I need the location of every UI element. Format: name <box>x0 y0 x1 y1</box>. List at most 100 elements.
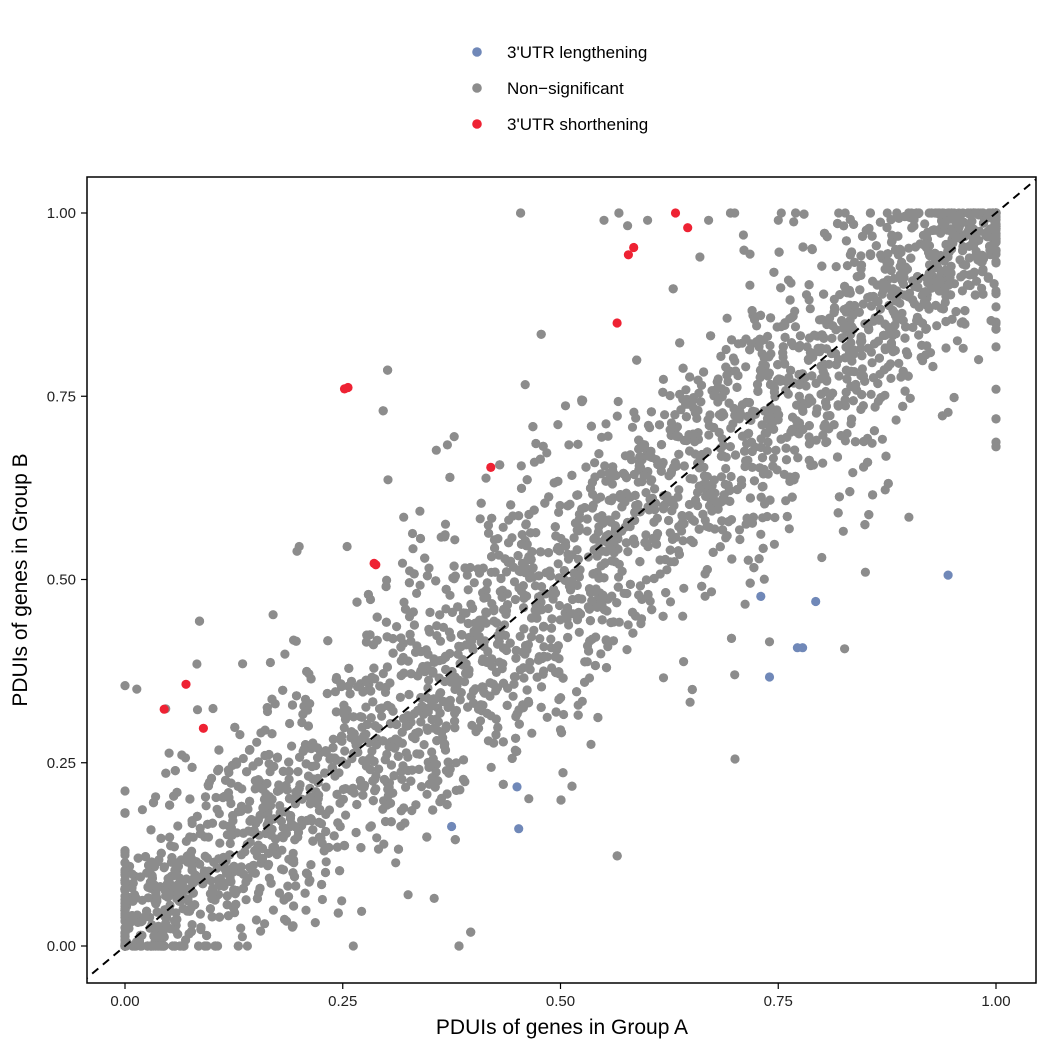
point-nonsignificant <box>562 603 573 613</box>
point-nonsignificant <box>870 339 880 349</box>
point-nonsignificant <box>898 401 908 411</box>
point-nonsignificant <box>658 611 668 621</box>
point-nonsignificant <box>849 257 860 267</box>
point-nonsignificant <box>368 796 378 806</box>
point-nonsignificant <box>659 501 669 511</box>
point-nonsignificant <box>173 821 183 831</box>
point-nonsignificant <box>594 449 604 459</box>
point-nonsignificant <box>603 431 613 441</box>
point-nonsignificant <box>804 455 814 465</box>
point-nonsignificant <box>695 252 705 262</box>
point-nonsignificant <box>754 342 764 352</box>
point-nonsignificant <box>440 745 451 755</box>
point-nonsignificant <box>241 895 251 905</box>
point-nonsignificant <box>970 232 980 242</box>
point-nonsignificant <box>525 657 535 667</box>
point-nonsignificant <box>702 521 712 532</box>
point-nonsignificant <box>189 877 200 887</box>
point-nonsignificant <box>374 764 384 774</box>
point-nonsignificant <box>696 397 706 407</box>
point-nonsignificant <box>903 350 913 360</box>
point-nonsignificant <box>883 478 893 489</box>
point-nonsignificant <box>922 341 932 351</box>
y-tick-label: 0.00 <box>47 938 76 955</box>
point-nonsignificant <box>793 453 803 463</box>
point-nonsignificant <box>818 458 828 468</box>
point-nonsignificant <box>769 387 780 397</box>
point-nonsignificant <box>530 581 541 591</box>
point-nonsignificant <box>303 771 314 781</box>
point-nonsignificant <box>493 639 503 649</box>
point-nonsignificant <box>991 219 1001 229</box>
point-nonsignificant <box>265 657 275 668</box>
point-nonsignificant <box>238 828 248 838</box>
point-nonsignificant <box>631 500 641 511</box>
legend-label-lengthening: 3'UTR lengthening <box>507 43 647 62</box>
point-nonsignificant <box>717 516 727 526</box>
point-nonsignificant <box>746 437 757 447</box>
point-nonsignificant <box>760 428 770 438</box>
point-nonsignificant <box>716 472 727 482</box>
point-nonsignificant <box>829 294 839 304</box>
point-nonsignificant <box>160 912 170 922</box>
point-nonsignificant <box>804 280 814 290</box>
point-nonsignificant <box>236 850 246 860</box>
point-nonsignificant <box>991 302 1001 312</box>
point-nonsignificant <box>407 765 417 775</box>
point-nonsignificant <box>817 552 827 563</box>
point-nonsignificant <box>749 563 759 573</box>
point-nonsignificant <box>827 333 837 343</box>
point-nonsignificant <box>264 759 274 769</box>
point-nonsignificant <box>532 613 542 623</box>
point-nonsignificant <box>320 867 331 878</box>
point-nonsignificant <box>518 581 528 591</box>
point-nonsignificant <box>539 642 549 652</box>
point-nonsignificant <box>195 859 205 869</box>
point-nonsignificant <box>834 371 844 381</box>
point-nonsignificant <box>489 606 499 616</box>
point-nonsignificant <box>414 764 424 775</box>
point-nonsignificant <box>427 715 437 725</box>
point-nonsignificant <box>153 857 163 867</box>
point-nonsignificant <box>888 347 898 357</box>
point-nonsignificant <box>161 918 171 929</box>
point-nonsignificant <box>120 847 130 857</box>
point-nonsignificant <box>586 587 597 597</box>
point-nonsignificant <box>635 581 646 591</box>
point-nonsignificant <box>128 896 138 906</box>
point-nonsignificant <box>399 512 409 522</box>
point-nonsignificant <box>396 633 406 643</box>
point-nonsignificant <box>317 894 327 905</box>
point-nonsignificant <box>601 476 611 486</box>
point-nonsignificant <box>223 911 233 921</box>
point-nonsignificant <box>933 263 943 273</box>
point-nonsignificant <box>403 890 413 900</box>
point-nonsignificant <box>383 700 393 711</box>
point-nonsignificant <box>554 507 564 517</box>
point-nonsignificant <box>596 572 606 583</box>
point-nonsignificant <box>887 230 897 240</box>
point-nonsignificant <box>236 806 246 816</box>
point-nonsignificant <box>559 566 569 576</box>
point-nonsignificant <box>279 914 290 925</box>
point-nonsignificant <box>516 208 526 218</box>
point-nonsignificant <box>381 617 391 627</box>
point-nonsignificant <box>936 303 946 313</box>
legend-marker-lengthening <box>472 47 482 57</box>
point-nonsignificant <box>555 725 566 735</box>
point-nonsignificant <box>498 659 508 669</box>
point-nonsignificant <box>321 809 331 820</box>
point-nonsignificant <box>475 716 486 726</box>
point-nonsignificant <box>566 585 576 595</box>
point-nonsignificant <box>120 898 130 908</box>
point-nonsignificant <box>925 251 935 261</box>
point-nonsignificant <box>382 632 392 642</box>
point-nonsignificant <box>404 689 414 700</box>
point-nonsignificant <box>120 786 130 796</box>
point-nonsignificant <box>415 580 425 590</box>
point-nonsignificant <box>265 767 275 777</box>
point-nonsignificant <box>341 810 351 820</box>
point-nonsignificant <box>633 477 643 487</box>
y-tick-label: 0.75 <box>47 388 76 405</box>
point-nonsignificant <box>757 420 767 430</box>
